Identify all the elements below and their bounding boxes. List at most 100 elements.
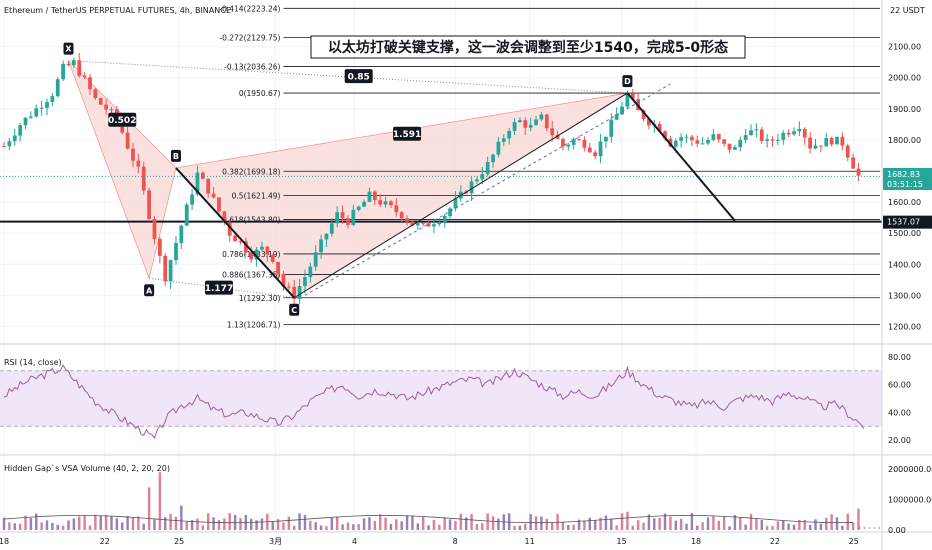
candle-body xyxy=(372,191,377,201)
candle-body xyxy=(507,130,512,139)
candle-body xyxy=(587,147,592,153)
candle-body xyxy=(45,101,49,108)
candle-body xyxy=(292,286,297,299)
symbol-title: Ethereum / TetherUS PERPETUAL FUTURES, 4… xyxy=(4,6,231,15)
candle-body xyxy=(480,174,485,180)
candle-body xyxy=(824,138,829,147)
volume-bar xyxy=(599,517,602,530)
candle-body xyxy=(383,201,388,205)
candle-body xyxy=(501,138,506,142)
point-label-bg xyxy=(289,303,300,316)
candle-body xyxy=(147,190,151,219)
candle-body xyxy=(647,118,651,126)
candle-body xyxy=(776,139,780,141)
candle-body xyxy=(582,139,587,148)
last-price-tag: 1682.83 03:51:15 xyxy=(883,168,932,190)
volume-bar xyxy=(131,517,135,530)
volume-bar xyxy=(67,520,70,530)
volume-bar xyxy=(13,523,16,530)
candle-body xyxy=(491,154,495,163)
ratio-label-bg xyxy=(204,280,233,295)
volume-bar xyxy=(491,516,495,530)
candle-body xyxy=(415,223,420,226)
fib-label: 0(1950.67) xyxy=(239,89,281,98)
candle-body xyxy=(276,261,280,274)
price-axis[interactable]: 1200.001300.001400.001500.001600.001700.… xyxy=(888,43,932,535)
volume-bar xyxy=(808,524,812,530)
candle-body xyxy=(819,145,823,147)
candle-body xyxy=(265,246,270,255)
price-tick: 1800.00 xyxy=(888,136,921,145)
volume-bar xyxy=(448,519,452,530)
volume-bar xyxy=(346,522,350,530)
candle-body xyxy=(620,106,624,115)
candle-body xyxy=(840,136,845,146)
volume-bar xyxy=(658,517,661,530)
rsi-line xyxy=(3,364,865,439)
volume-bar xyxy=(642,522,645,530)
candle-body xyxy=(851,157,856,169)
candle-body xyxy=(308,266,313,278)
candle-body xyxy=(700,143,705,145)
volume-bar xyxy=(760,519,763,530)
volume-bar xyxy=(674,520,677,530)
candle-body xyxy=(679,137,684,141)
volume-bar xyxy=(99,515,102,530)
ac-dotted-line xyxy=(149,277,295,299)
candle-body xyxy=(512,122,517,131)
annotation-box[interactable] xyxy=(310,35,746,59)
currency-label[interactable]: 22 USDT xyxy=(890,6,925,15)
candle-body xyxy=(206,178,211,194)
candle-body xyxy=(163,255,168,282)
candle-body xyxy=(469,181,474,194)
volume-bar xyxy=(298,513,301,530)
volume-bar xyxy=(255,520,258,530)
volume-bar xyxy=(739,517,742,530)
time-tick: 22 xyxy=(770,537,780,546)
volume-bar xyxy=(636,520,640,530)
candle-body xyxy=(743,135,748,140)
time-tick: 4 xyxy=(352,537,357,546)
candle-body xyxy=(534,119,538,126)
volume-bar xyxy=(604,515,608,530)
time-tick: 18 xyxy=(0,537,9,546)
candle-body xyxy=(211,193,216,198)
volume-bar xyxy=(180,505,183,530)
volume-bar xyxy=(841,525,844,530)
ratio-label: 1.591 xyxy=(393,130,421,140)
volume-bar xyxy=(121,522,124,530)
volume-bar xyxy=(45,520,49,530)
candle-body xyxy=(313,252,318,267)
candle-body xyxy=(98,98,103,105)
time-axis[interactable]: 18 22 25 3月 4 8 11 15 18 22 25 xyxy=(0,537,859,546)
volume-bar xyxy=(142,523,145,530)
price-tick: 2000.00 xyxy=(888,74,921,83)
candle-body xyxy=(2,146,6,148)
volume-bar xyxy=(626,511,629,530)
volume-bar xyxy=(513,525,516,530)
volume-bar xyxy=(459,513,463,530)
volume-tick: 0.00 xyxy=(888,526,906,535)
candle-body xyxy=(630,93,635,100)
candle-body xyxy=(222,211,227,223)
price-tick: 1900.00 xyxy=(888,105,921,114)
volume-bar xyxy=(83,515,86,530)
point-label-bg xyxy=(170,149,181,162)
candle-body xyxy=(249,252,254,260)
volume-bar xyxy=(825,517,828,530)
volume-ma-line xyxy=(3,514,854,524)
fib-levels: -0.414(2223.24) -0.272(2129.75) -0.13(2036… xyxy=(0,4,882,329)
fib-label: 0.382(1699.18) xyxy=(222,167,280,176)
volume-bar xyxy=(400,521,403,530)
candle-body xyxy=(131,148,135,161)
volume-bar xyxy=(561,522,565,530)
candle-body xyxy=(378,200,383,205)
volume-bar xyxy=(250,518,253,530)
rsi-band xyxy=(0,370,882,427)
volume-bar xyxy=(830,514,833,530)
volume-bar xyxy=(771,526,774,530)
candle-body xyxy=(329,223,334,234)
candle-body xyxy=(518,120,522,123)
candle-body xyxy=(598,141,603,157)
